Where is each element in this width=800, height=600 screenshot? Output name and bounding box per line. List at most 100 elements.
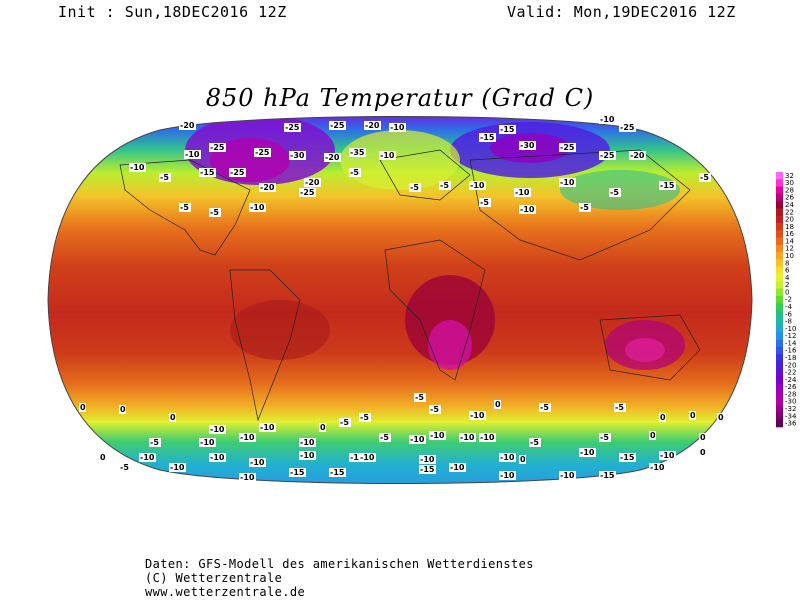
contour-label-bg	[259, 423, 276, 432]
colorbar-tick-label: -22	[785, 369, 796, 377]
colorbar-swatch	[776, 172, 783, 180]
colorbar-swatch	[776, 412, 783, 421]
contour-label: -25	[330, 121, 345, 130]
colorbar: 32302826242220181614121086420-2-4-6-8-10…	[776, 172, 797, 428]
valid-time: Valid: Mon,19DEC2016 12Z	[507, 3, 736, 21]
contour-label: -10	[200, 438, 215, 447]
contour-label: -15	[600, 471, 615, 480]
contour-label: -15	[620, 453, 635, 462]
map-field	[48, 116, 752, 484]
colorbar-swatch	[776, 186, 783, 195]
contour-label: -5	[530, 438, 539, 447]
contour-label-bg	[139, 453, 156, 462]
contour-label: -10	[560, 471, 575, 480]
contour-label: -10	[300, 438, 315, 447]
colorbar-swatch	[776, 223, 783, 231]
contour-label: -5	[700, 173, 709, 182]
contour-label: -15	[330, 468, 345, 477]
contour-label: -10	[250, 458, 265, 467]
contour-label: -10	[470, 411, 485, 420]
contour-label-bg	[199, 168, 216, 177]
contour-label-bg	[349, 148, 366, 157]
contour-label-bg	[439, 181, 451, 190]
contour-label-bg	[519, 141, 536, 150]
contour-label-bg	[409, 435, 426, 444]
contour-label: -5	[180, 203, 189, 212]
contour-label-bg	[179, 203, 191, 212]
colorbar-swatch	[776, 288, 783, 297]
colorbar-swatch	[776, 193, 783, 202]
contour-label-bg	[479, 198, 491, 207]
contour-label: 0	[650, 431, 656, 440]
colorbar-swatch	[776, 405, 783, 413]
contour-label-bg	[249, 203, 266, 212]
contour-label-bg	[169, 463, 186, 472]
colorbar-swatch	[776, 208, 783, 217]
contour-label-bg	[304, 178, 321, 187]
contour-label: -5	[380, 433, 389, 442]
colorbar-swatch	[776, 201, 783, 209]
contour-label-bg	[599, 115, 616, 124]
colorbar-swatch	[776, 339, 783, 348]
contour-label-bg	[514, 188, 531, 197]
contour-label-bg	[209, 143, 226, 152]
contour-label: -10	[260, 423, 275, 432]
contour-label: -5	[600, 433, 609, 442]
contour-label: 0	[700, 433, 706, 442]
contour-label: -10	[210, 425, 225, 434]
contour-label: -15	[420, 465, 435, 474]
contour-label-bg	[324, 153, 341, 162]
contour-label: -25	[255, 148, 270, 157]
contour-label: -10	[420, 455, 435, 464]
colorbar-swatch	[776, 332, 783, 340]
colorbar-swatch	[776, 390, 783, 399]
contour-label: -30	[520, 141, 535, 150]
colorbar-swatch	[776, 346, 783, 355]
contour-label-bg	[289, 468, 306, 477]
contour-label-bg	[119, 405, 126, 414]
contour-label: -10	[470, 181, 485, 190]
contour-label-bg	[649, 463, 666, 472]
colorbar-swatch	[776, 281, 783, 289]
colorbar-swatch	[776, 419, 783, 428]
contour-label-bg	[379, 151, 396, 160]
colorbar-swatch	[776, 215, 783, 224]
contour-label-bg	[329, 468, 346, 477]
contour-label: -10	[360, 453, 375, 462]
contour-label: -10	[390, 123, 405, 132]
colorbar-swatch	[776, 244, 783, 253]
colorbar-tick-label: -14	[785, 339, 797, 347]
contour-label: -15	[480, 133, 495, 142]
colorbar-tick-label: 14	[785, 237, 794, 245]
colorbar-swatch	[776, 252, 783, 260]
contour-label-bg	[339, 418, 351, 427]
contour-label-bg	[349, 168, 361, 177]
contour-label-bg	[414, 393, 426, 402]
contour-label: -25	[300, 188, 315, 197]
colorbar-swatch	[776, 274, 783, 282]
contour-label-bg	[619, 123, 636, 132]
colorbar-tick-label: 6	[785, 267, 790, 275]
contour-label: -20	[365, 121, 380, 130]
contour-label-bg	[159, 173, 171, 182]
contour-label: 0	[170, 413, 176, 422]
colorbar-tick-label: 2	[785, 281, 789, 289]
colorbar-swatch	[776, 310, 783, 319]
contour-label: 0	[120, 405, 126, 414]
contour-label-bg	[229, 168, 246, 177]
colorbar-swatch	[776, 376, 783, 384]
map-border	[47, 116, 753, 484]
contour-label-bg	[479, 133, 496, 142]
contour-label: -5	[410, 183, 419, 192]
contour-label-bg	[529, 438, 541, 447]
contour-label: -10	[660, 451, 675, 460]
credit-website: www.wetterzentrale.de	[145, 585, 306, 599]
contour-label-bg	[499, 471, 516, 480]
contour-label: -5	[350, 168, 359, 177]
contour-label-bg	[249, 458, 266, 467]
contour-label: -10	[460, 433, 475, 442]
contour-label: 0	[100, 453, 106, 462]
contour-label-bg	[254, 148, 271, 157]
contour-label-bg	[479, 433, 496, 442]
contour-label-bg	[469, 181, 486, 190]
